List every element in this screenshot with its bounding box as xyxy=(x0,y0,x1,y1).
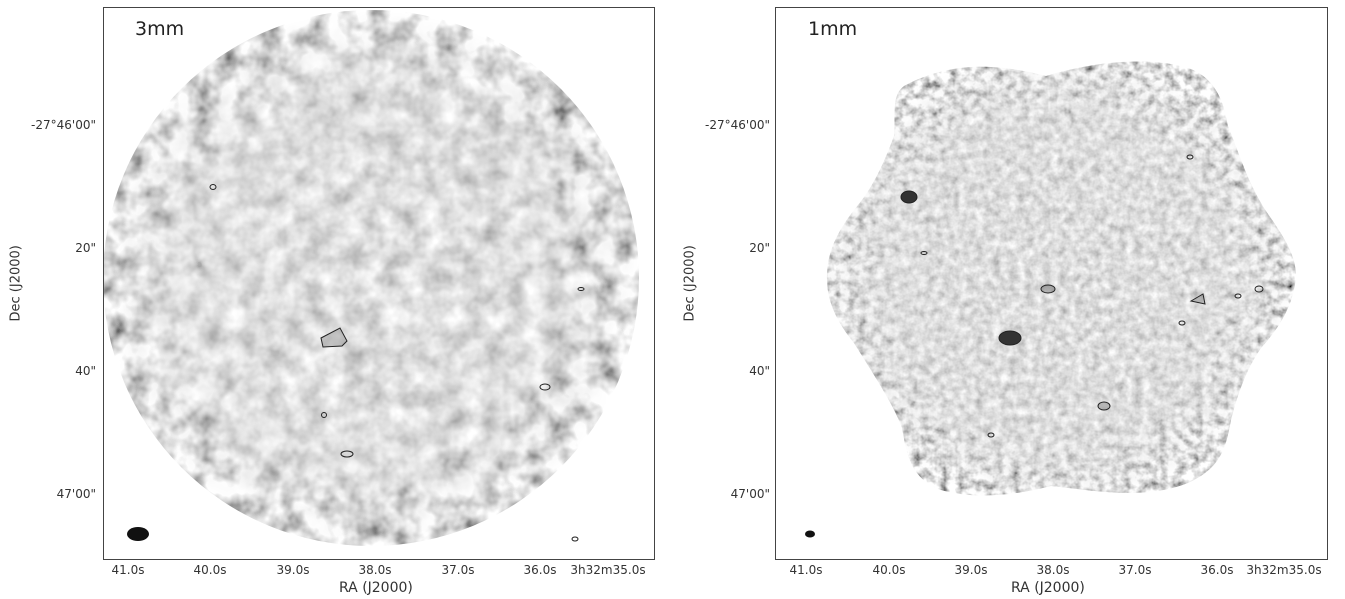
x-tick-label: 38.0s xyxy=(1036,563,1070,577)
noise-field-1mm xyxy=(826,61,1296,496)
x-tick-label: 39.0s xyxy=(276,563,310,577)
x-tick-label: 37.0s xyxy=(1118,563,1152,577)
y-tick-label: 47'00" xyxy=(56,487,96,501)
beam-icon xyxy=(127,527,149,541)
source-contour xyxy=(998,330,1022,346)
y-tick-label: -27°46'00" xyxy=(705,118,770,132)
y-tick-label: 20" xyxy=(75,241,96,255)
y-axis-label: Dec (J2000) xyxy=(8,245,24,322)
map-3mm xyxy=(104,10,639,546)
y-tick-label: 40" xyxy=(75,364,96,378)
source-contour xyxy=(1186,154,1194,160)
y-tick-label: -27°46'00" xyxy=(31,118,96,132)
source-contour xyxy=(920,251,928,255)
source-contour xyxy=(1178,320,1186,326)
x-tick-label: 36.0s xyxy=(1200,563,1234,577)
source-contour xyxy=(340,450,354,458)
band-label: 1mm xyxy=(808,18,858,40)
x-axis-label: RA (J2000) xyxy=(339,580,413,596)
source-contour xyxy=(1234,293,1242,299)
x-tick-label: 38.0s xyxy=(358,563,392,577)
x-tick-label: 40.0s xyxy=(193,563,227,577)
source-contour xyxy=(1097,401,1111,411)
x-tick-label: 3h32m35.0s xyxy=(570,563,646,577)
band-label: 3mm xyxy=(135,18,185,40)
panel-1mm: 1mm -27°46'00" 20" 40" 47'00" 41.0s 40.0… xyxy=(672,0,1345,599)
source-contour xyxy=(539,383,551,391)
beam-icon xyxy=(805,530,815,538)
source-contour xyxy=(320,327,348,348)
y-tick-label: 40" xyxy=(749,364,770,378)
image-frame-1mm xyxy=(775,7,1328,560)
x-tick-label: 3h32m35.0s xyxy=(1246,563,1322,577)
y-tick-label: 20" xyxy=(749,241,770,255)
source-contour xyxy=(577,287,585,291)
source-contours-1mm xyxy=(900,154,1264,438)
x-tick-label: 36.0s xyxy=(523,563,557,577)
panel-3mm: 3mm -27°46'00" 20" 40" 47'00" 41.0s 40.0… xyxy=(0,0,670,599)
x-tick-label: 37.0s xyxy=(441,563,475,577)
x-tick-label: 40.0s xyxy=(872,563,906,577)
source-contour xyxy=(1254,285,1264,293)
source-contour xyxy=(209,184,217,190)
x-tick-label: 41.0s xyxy=(789,563,823,577)
y-axis-label: Dec (J2000) xyxy=(682,245,698,322)
image-frame-3mm xyxy=(103,7,655,560)
noise-field-3mm xyxy=(104,10,639,546)
source-contour xyxy=(571,536,579,542)
y-tick-label: 47'00" xyxy=(730,487,770,501)
source-contour xyxy=(1189,293,1206,305)
x-tick-label: 39.0s xyxy=(954,563,988,577)
source-contour xyxy=(1040,284,1056,294)
source-contour xyxy=(987,432,995,438)
x-axis-label: RA (J2000) xyxy=(1011,580,1085,596)
x-tick-label: 41.0s xyxy=(111,563,145,577)
source-contour xyxy=(321,412,327,418)
source-contour xyxy=(900,190,918,204)
map-1mm xyxy=(805,61,1296,538)
source-contours-3mm xyxy=(209,184,585,542)
